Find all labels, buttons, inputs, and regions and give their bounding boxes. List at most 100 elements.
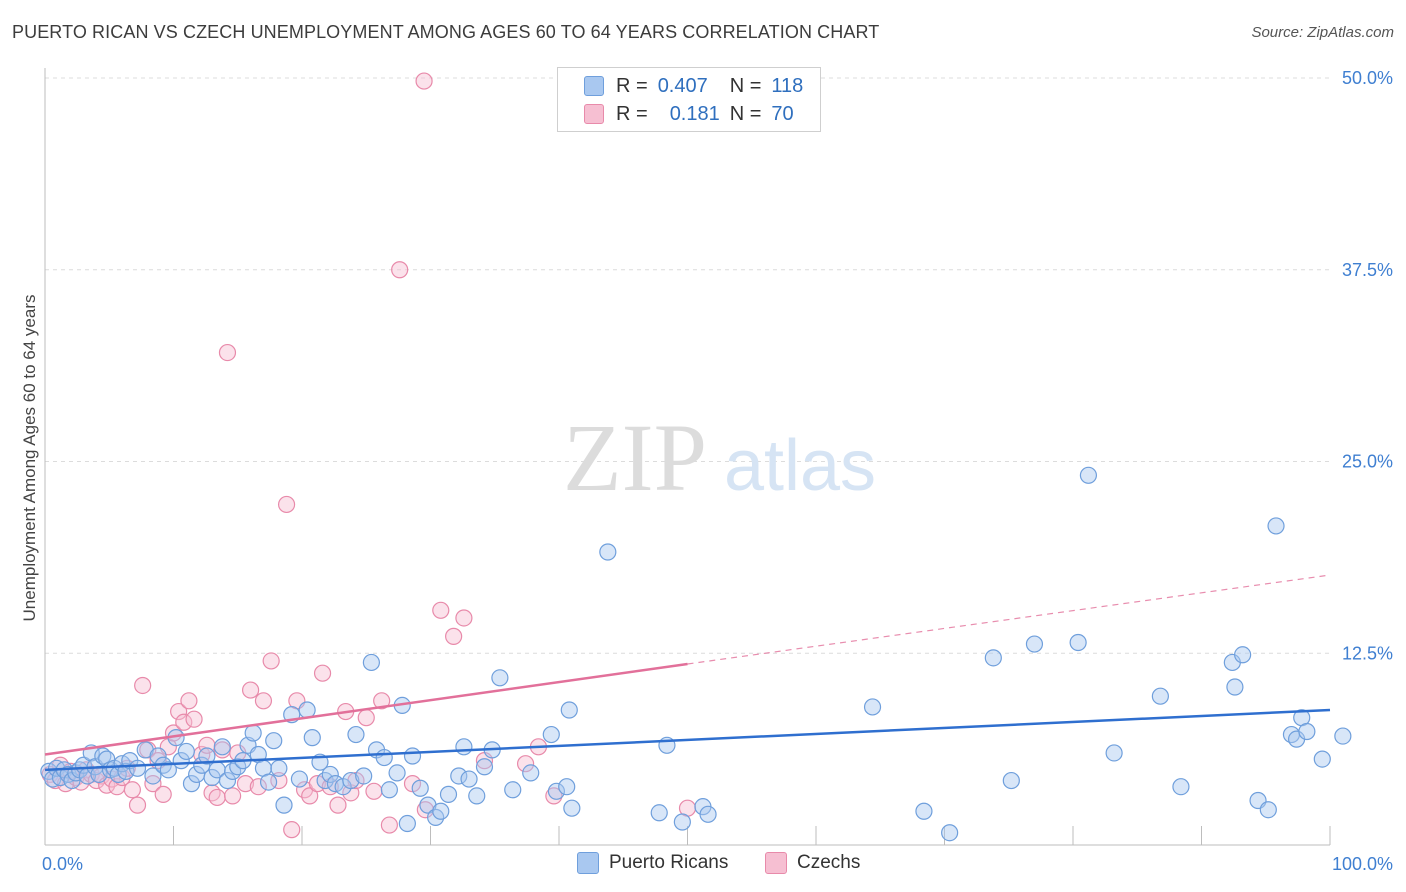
legend-row-czechs: R = 0.181 N = 70 [584,102,794,126]
legend-swatch-czechs [765,852,787,874]
data-point [1267,517,1285,535]
legend-label-czechs: Czechs [797,852,861,873]
y-tick-label: 50.0% [1342,68,1393,88]
data-point [313,664,332,682]
legend-r-label: R = [616,74,648,97]
data-point [673,813,691,831]
data-point [1069,633,1087,652]
data-point [283,821,301,839]
legend-swatch-puerto-ricans [584,76,604,96]
data-point [450,767,468,785]
data-point [224,762,242,780]
data-point [375,748,393,767]
data-point [455,738,473,756]
data-point [542,725,560,744]
legend-n-label: N = [729,102,762,125]
data-point [915,802,933,820]
data-point [134,676,152,695]
data-point [545,787,563,805]
data-point [1151,687,1169,705]
data-point [303,729,321,747]
trend-line-puerto-ricans [44,708,1331,772]
data-point [159,761,177,779]
data-point [445,627,463,645]
series-legend: Puerto Ricans Czechs [0,852,1406,878]
data-point [208,788,226,807]
data-point [321,765,339,784]
data-point [175,713,193,731]
data-point [259,773,278,791]
data-point [144,767,162,785]
data-point [236,775,255,793]
data-point [362,653,380,672]
legend-swatch-czechs [584,104,604,124]
data-point [218,343,237,362]
legend-n-value: 118 [771,74,804,97]
data-point [357,709,375,727]
data-point [290,770,309,788]
data-point [128,796,147,814]
data-point [468,787,486,805]
data-point [455,609,473,627]
data-point [941,824,959,842]
tick-labels: 12.5% 25.0% 37.5% 50.0% 0.0% 100.0% [42,68,1393,874]
data-point [182,775,201,793]
data-point [1172,778,1190,796]
legend-label-puerto-ricans: Puerto Ricans [609,852,729,873]
watermark-zip: ZIP [563,404,707,511]
data-point [203,784,221,802]
data-point [475,758,494,776]
trend-lines [44,574,1331,772]
data-point [224,787,242,805]
data-point [198,747,216,765]
data-point [432,802,450,820]
data-point [262,652,280,670]
trend-line-czechs-extension [687,574,1331,665]
legend-r-value: 0.407 [657,74,708,97]
data-point [415,72,433,90]
data-point [185,710,203,728]
data-point [984,649,1002,667]
data-point [265,732,283,750]
data-point [380,781,398,799]
data-point [329,796,347,814]
data-point [365,782,383,800]
correlation-legend: R = 0.407 N = 118 R = 0.181 N = 70 [557,67,821,132]
data-point [1259,801,1277,819]
y-tick-label: 25.0% [1342,452,1393,472]
data-point [123,781,141,799]
data-point [1025,635,1044,653]
data-point [388,764,406,782]
legend-item-czechs[interactable]: Czechs [765,852,860,874]
data-point [398,814,416,833]
legend-r-label: R = [616,102,648,125]
data-point [1105,744,1123,762]
data-point [77,761,95,779]
grid-lines [45,77,1330,654]
data-point [699,805,717,823]
data-point [599,543,617,561]
legend-swatch-puerto-ricans [577,852,599,874]
data-point [380,816,398,834]
axes [44,68,1331,846]
data-point [1002,771,1020,790]
series-czechs [41,72,697,839]
x-tick-label: 0.0% [42,854,83,874]
chart-title: PUERTO RICAN VS CZECH UNEMPLOYMENT AMONG… [12,22,880,42]
data-point [460,770,478,788]
legend-r-value: 0.181 [669,102,720,125]
data-point [277,495,296,514]
source-label: Source: ZipAtlas.com [1251,24,1394,41]
data-point [432,601,450,619]
legend-row-puerto-ricans: R = 0.407 N = 118 [584,74,803,98]
data-point [547,782,566,800]
data-point [560,701,578,719]
data-point [218,771,237,790]
data-point [558,778,576,796]
data-point [491,669,509,687]
data-point [180,692,198,710]
legend-item-puerto-ricans[interactable]: Puerto Ricans [577,852,728,874]
data-point [403,747,422,765]
watermark-atlas: atlas [724,426,876,506]
